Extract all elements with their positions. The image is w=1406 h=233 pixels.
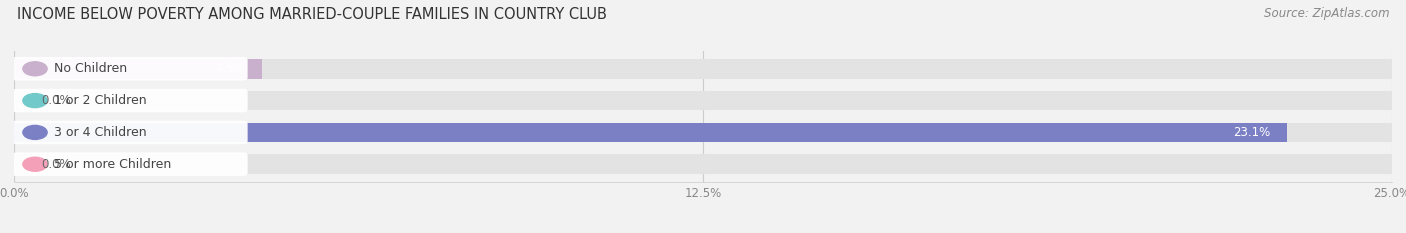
Circle shape [22, 94, 48, 108]
FancyBboxPatch shape [13, 57, 247, 80]
Text: INCOME BELOW POVERTY AMONG MARRIED-COUPLE FAMILIES IN COUNTRY CLUB: INCOME BELOW POVERTY AMONG MARRIED-COUPL… [17, 7, 607, 22]
FancyBboxPatch shape [13, 121, 247, 144]
Text: 3 or 4 Children: 3 or 4 Children [53, 126, 146, 139]
Bar [14, 123, 1392, 142]
Bar [14, 154, 1392, 174]
Bar [14, 59, 1392, 79]
Bar [14, 91, 1392, 110]
Circle shape [22, 125, 48, 139]
Circle shape [22, 157, 48, 171]
Text: 4.5%: 4.5% [215, 62, 246, 75]
Bar [14, 123, 1288, 142]
FancyBboxPatch shape [13, 153, 247, 176]
Text: 0.0%: 0.0% [42, 94, 72, 107]
Text: 5 or more Children: 5 or more Children [53, 158, 172, 171]
Text: 23.1%: 23.1% [1233, 126, 1271, 139]
Bar [14, 59, 262, 79]
Text: 0.0%: 0.0% [42, 158, 72, 171]
FancyBboxPatch shape [13, 89, 247, 112]
Circle shape [22, 62, 48, 76]
Text: No Children: No Children [53, 62, 127, 75]
Text: 1 or 2 Children: 1 or 2 Children [53, 94, 146, 107]
Text: Source: ZipAtlas.com: Source: ZipAtlas.com [1264, 7, 1389, 20]
